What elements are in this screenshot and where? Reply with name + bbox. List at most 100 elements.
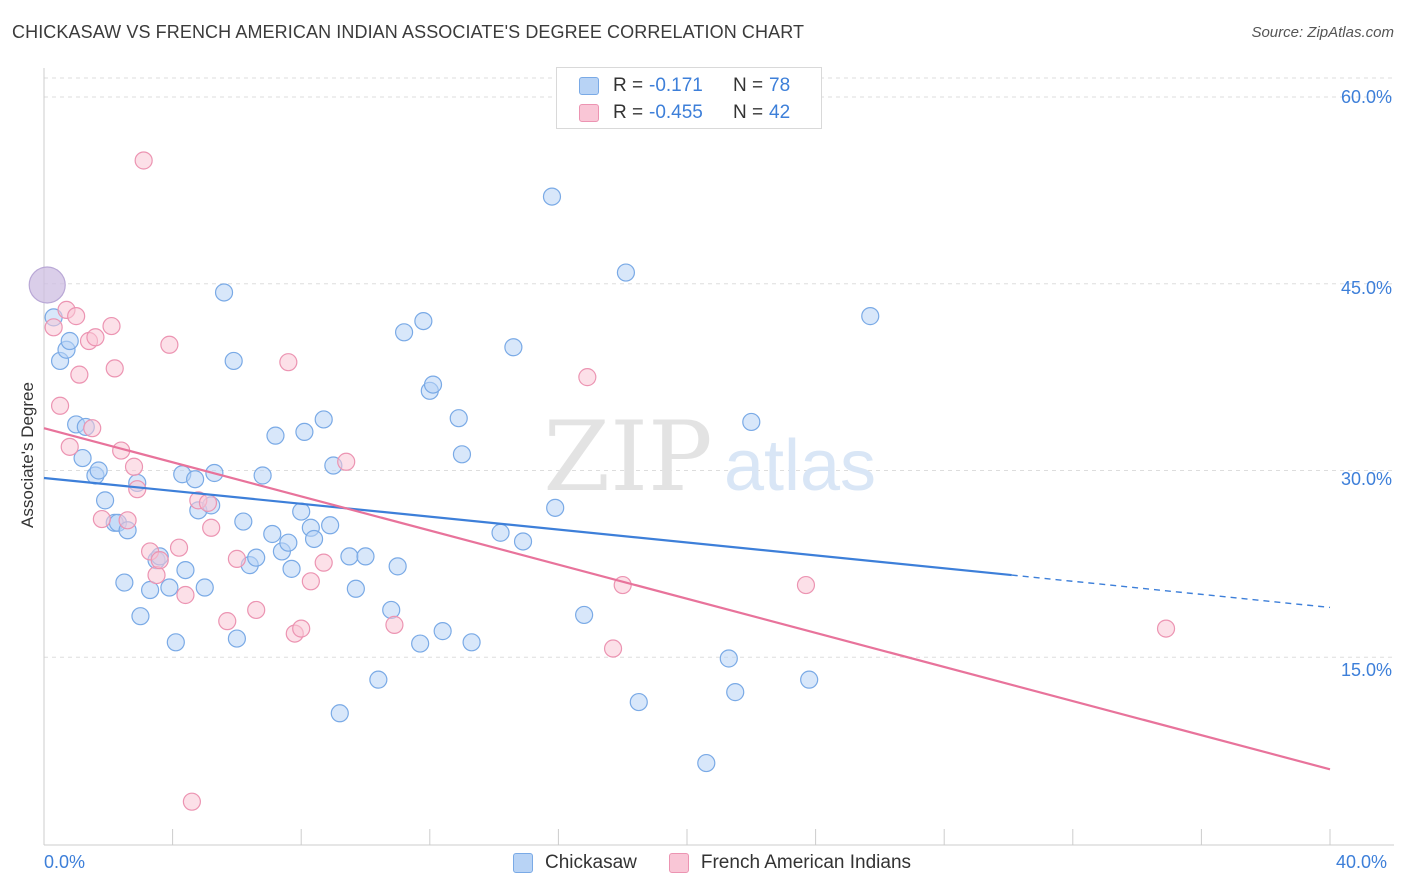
data-point [546, 498, 565, 517]
y-tick-label: 15.0% [1340, 660, 1392, 680]
data-point [186, 470, 205, 489]
data-point [542, 187, 562, 206]
data-point [160, 578, 179, 597]
n-label: N = [733, 75, 764, 96]
data-point [150, 551, 169, 570]
r-value-french-american-indians: -0.455 [649, 102, 703, 123]
data-point [697, 753, 716, 773]
data-point [60, 437, 79, 456]
data-point [726, 683, 745, 702]
data-point [176, 560, 195, 580]
series-legend: Chickasaw French American Indians [513, 852, 943, 874]
data-point [462, 633, 481, 652]
data-point [86, 328, 105, 347]
data-point [385, 615, 404, 634]
data-point [575, 605, 594, 625]
data-point [73, 448, 92, 468]
x-tick-label-max: 40.0% [1336, 852, 1388, 872]
data-point [742, 412, 761, 432]
data-point [102, 316, 121, 336]
r-value-chickasaw: -0.171 [649, 75, 703, 96]
data-point [279, 353, 298, 372]
data-point [796, 575, 816, 595]
data-point [304, 529, 324, 549]
data-point [247, 548, 266, 567]
data-point [394, 323, 414, 342]
n-value-french-american-indians: 42 [769, 102, 791, 123]
data-point [414, 312, 433, 331]
legend-label-chickasaw: Chickasaw [545, 852, 637, 873]
data-point [295, 422, 314, 442]
data-point [115, 573, 134, 592]
chart-title: CHICKASAW VS FRENCH AMERICAN INDIAN ASSO… [12, 22, 805, 42]
data-point [202, 518, 221, 537]
data-point [340, 547, 359, 566]
legend-item-french-american-indians: French American Indians [668, 852, 912, 874]
data-point [28, 266, 66, 304]
data-point [411, 634, 430, 653]
data-point [67, 307, 86, 326]
data-point [176, 585, 195, 605]
data-point [44, 318, 63, 337]
y-tick-label: 60.0% [1340, 87, 1392, 107]
data-point [118, 511, 137, 530]
chickasaw-swatch [579, 77, 599, 95]
data-point [452, 445, 472, 464]
data-point [279, 533, 298, 552]
n-label: N = [733, 102, 764, 123]
data-point [83, 419, 102, 438]
trend-line [43, 427, 1331, 771]
data-point [314, 410, 333, 429]
x-tick-label-min: 0.0% [44, 852, 86, 872]
data-point [292, 619, 311, 638]
data-point [105, 359, 124, 378]
data-point [224, 351, 243, 371]
data-point [95, 491, 115, 510]
data-point [227, 549, 246, 568]
data-point [1156, 619, 1176, 638]
data-point [491, 523, 510, 542]
data-point [382, 600, 401, 620]
data-point [253, 466, 272, 485]
data-point [263, 524, 282, 544]
french-american-indians-swatch [579, 104, 599, 122]
data-point [70, 365, 89, 384]
data-point [92, 509, 111, 529]
data-point [800, 670, 819, 689]
r-label: R = [613, 102, 644, 123]
data-point [346, 579, 365, 598]
trend-lines [43, 427, 1331, 771]
data-point [247, 600, 266, 620]
data-point [861, 307, 880, 326]
data-point [616, 263, 636, 282]
data-point [218, 612, 237, 631]
legend-row-chickasaw: R = -0.171 N = 78 [579, 73, 790, 99]
data-point [214, 283, 234, 302]
data-point [314, 553, 333, 572]
french-american-indian-points [44, 151, 1176, 811]
n-value-chickasaw: 78 [769, 75, 791, 96]
data-point [603, 639, 623, 658]
r-label: R = [613, 75, 644, 96]
data-point [301, 572, 320, 591]
trend-line [43, 476, 1012, 577]
french-american-indians-legend-swatch [668, 853, 689, 873]
data-point [60, 331, 79, 351]
legend-label-french-american-indians: French American Indians [700, 852, 912, 873]
data-point [292, 502, 311, 521]
data-point [719, 649, 738, 668]
data-point [160, 335, 179, 354]
legend-item-chickasaw: Chickasaw [513, 852, 637, 874]
data-point [337, 452, 356, 471]
data-point [266, 426, 285, 445]
y-tick-label: 45.0% [1340, 278, 1392, 298]
source-label: Source: ZipAtlas.com [1251, 24, 1394, 41]
data-point [321, 516, 340, 535]
data-point [388, 557, 407, 576]
chickasaw-points [28, 187, 880, 773]
watermark-atlas: atlas [724, 426, 876, 506]
data-point [578, 368, 597, 387]
data-point [198, 493, 218, 512]
y-tick-label: 30.0% [1340, 469, 1392, 489]
data-point [147, 565, 166, 585]
